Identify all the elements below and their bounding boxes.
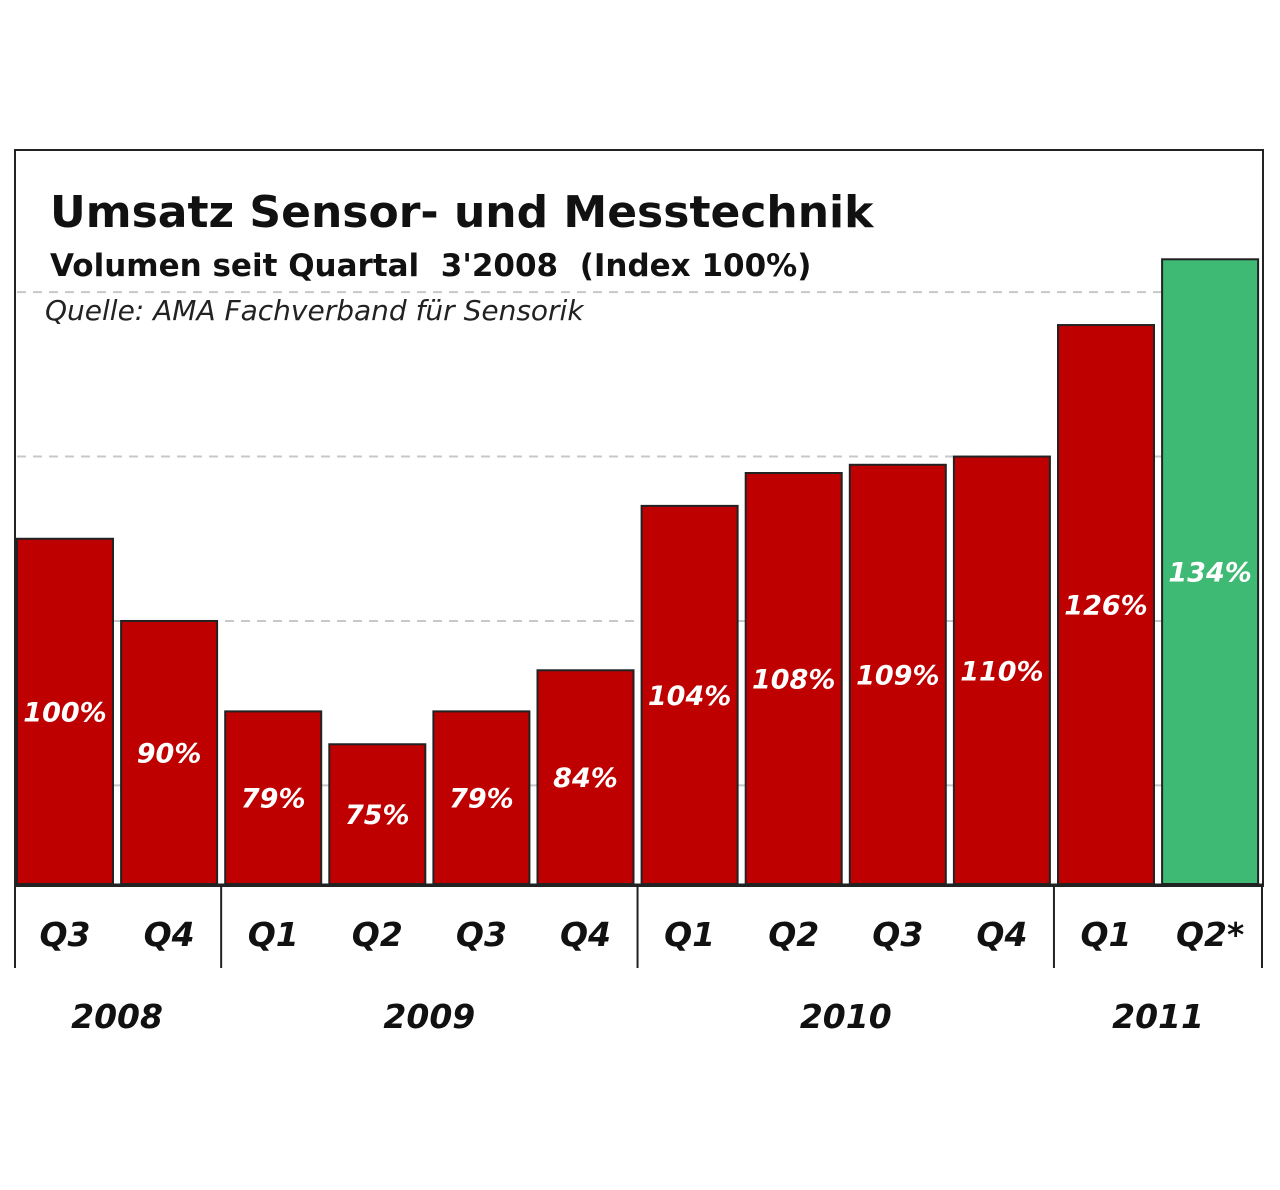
- bar-value-label: 104%: [648, 681, 731, 712]
- bar-5: [536, 669, 635, 886]
- quarter-tick-label: Q1: [1080, 915, 1131, 954]
- quarter-tick-label: Q1: [248, 915, 299, 954]
- year-label: 2010: [800, 997, 892, 1036]
- quarter-tick-label: Q2*: [1176, 915, 1244, 954]
- bar-value-label: 100%: [23, 697, 106, 728]
- quarter-tick-label: Q2: [352, 915, 403, 954]
- bar-value-label: 84%: [553, 763, 618, 794]
- bar-value-label: 126%: [1064, 591, 1147, 622]
- bar-value-label: 79%: [241, 784, 306, 815]
- quarter-tick-label: Q3: [872, 915, 923, 954]
- x-axis: Q3 Q4 Q1 Q2 Q3 Q4 Q1 Q2 Q3 Q4 Q1 Q2* 2008 2009 2010 201…: [14, 883, 1263, 1036]
- bar-value-label: 108%: [752, 665, 835, 696]
- bar-2: [224, 710, 323, 885]
- bar-1: [120, 619, 219, 886]
- bar-0: [16, 537, 114, 885]
- bar-8: [848, 463, 947, 885]
- plot-frame: [14, 149, 1264, 887]
- bar-value-label: 109%: [856, 660, 939, 691]
- quarter-tick-label: Q2: [768, 915, 819, 954]
- quarter-tick-label: Q3: [456, 915, 507, 954]
- bar-value-label: 79%: [449, 784, 514, 815]
- quarter-tick-label: Q4: [144, 915, 195, 954]
- year-label: 2009: [383, 997, 475, 1036]
- quarter-tick-label: Q3: [39, 915, 90, 954]
- bar-11: [1161, 258, 1260, 885]
- chart-title: Umsatz Sensor- und Messtechnik: [50, 187, 875, 238]
- chart-source: Quelle: AMA Fachverband für Sensorik: [45, 294, 585, 327]
- bar-10: [1057, 324, 1155, 886]
- chart-subtitle: Volumen seit Quartal 3'2008 (Index 100%): [50, 248, 811, 284]
- year-label: 2008: [71, 997, 163, 1036]
- year-label: 2011: [1112, 997, 1204, 1036]
- quarter-tick-label: Q4: [976, 915, 1027, 954]
- bar-value-label: 90%: [137, 738, 202, 769]
- bar-value-label: 134%: [1168, 558, 1251, 589]
- bar-value-label: 75%: [345, 800, 410, 831]
- quarter-tick-label: Q4: [560, 915, 611, 954]
- quarter-tick-label: Q1: [664, 915, 715, 954]
- bar-value-label: 110%: [960, 656, 1043, 687]
- bar-6: [640, 504, 739, 885]
- bar-7: [744, 472, 843, 885]
